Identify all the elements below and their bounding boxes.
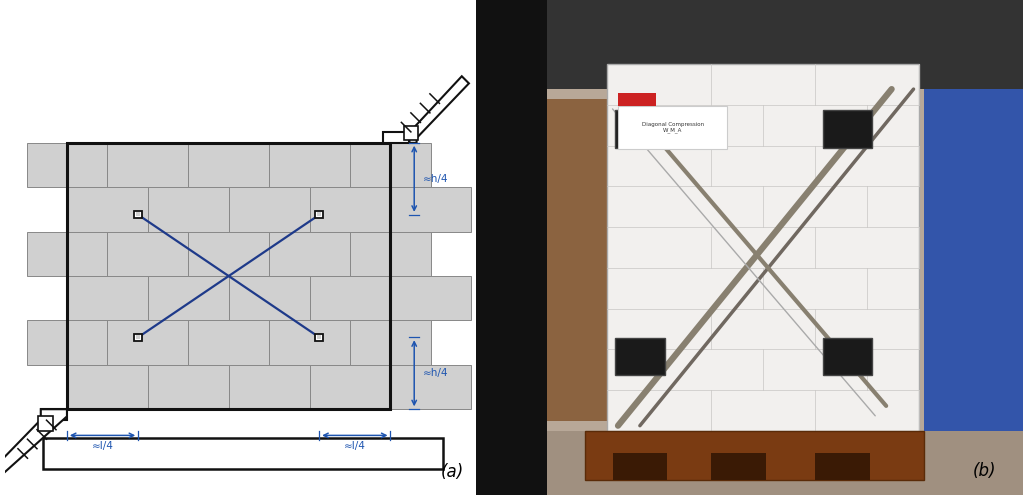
Text: ≈h/4: ≈h/4 (422, 368, 448, 378)
Bar (107, 320, 188, 365)
Bar (134, 211, 142, 218)
Bar (613, 453, 667, 480)
Text: ≈h/4: ≈h/4 (422, 174, 448, 184)
Bar (310, 276, 391, 320)
Text: (b): (b) (973, 462, 996, 480)
Bar (269, 143, 350, 187)
Bar (547, 0, 1023, 89)
Bar (547, 99, 618, 421)
Bar (547, 431, 1023, 495)
Bar (188, 232, 269, 276)
Bar (815, 453, 870, 480)
Bar (925, 89, 1023, 455)
Text: ≈l/4: ≈l/4 (344, 441, 366, 451)
Bar (66, 276, 148, 320)
Bar (107, 143, 188, 187)
Bar (615, 110, 665, 148)
Bar (315, 211, 323, 218)
Bar (585, 431, 925, 480)
Bar (148, 365, 229, 409)
Bar (229, 365, 310, 409)
Bar (547, 0, 1023, 495)
Text: (a): (a) (441, 463, 463, 481)
Bar (391, 276, 472, 320)
Bar (66, 187, 148, 232)
Bar (136, 335, 140, 339)
Bar (384, 132, 409, 143)
Bar (350, 320, 431, 365)
Bar (148, 187, 229, 232)
Bar (310, 187, 391, 232)
Bar (618, 106, 727, 148)
Bar (188, 320, 269, 365)
Bar (269, 320, 350, 365)
Bar (66, 143, 391, 409)
Bar (229, 276, 310, 320)
Bar (824, 338, 873, 375)
Bar (824, 110, 873, 148)
Bar (404, 126, 418, 141)
Bar (711, 453, 766, 480)
Bar (136, 212, 140, 216)
Polygon shape (409, 76, 469, 143)
Bar (315, 334, 323, 341)
Bar (317, 212, 321, 216)
Bar (27, 320, 107, 365)
Bar (66, 143, 391, 409)
Bar (391, 365, 472, 409)
Bar (350, 143, 431, 187)
Bar (66, 365, 148, 409)
Bar (229, 187, 310, 232)
Bar (41, 409, 66, 420)
Bar (310, 365, 391, 409)
Text: Diagonal Compression
W_M_A: Diagonal Compression W_M_A (641, 122, 704, 134)
Bar (607, 64, 919, 431)
Bar (43, 438, 443, 469)
Bar (27, 143, 107, 187)
Bar (134, 334, 142, 341)
Bar (618, 93, 657, 106)
Bar (27, 232, 107, 276)
Bar (615, 338, 665, 375)
Bar (391, 187, 472, 232)
Bar (39, 416, 53, 431)
Bar (148, 276, 229, 320)
Polygon shape (0, 409, 66, 478)
Bar (476, 0, 547, 495)
Bar (107, 232, 188, 276)
Text: ≈l/4: ≈l/4 (92, 441, 114, 451)
Bar (317, 335, 321, 339)
Bar (350, 232, 431, 276)
Bar (269, 232, 350, 276)
Bar (188, 143, 269, 187)
